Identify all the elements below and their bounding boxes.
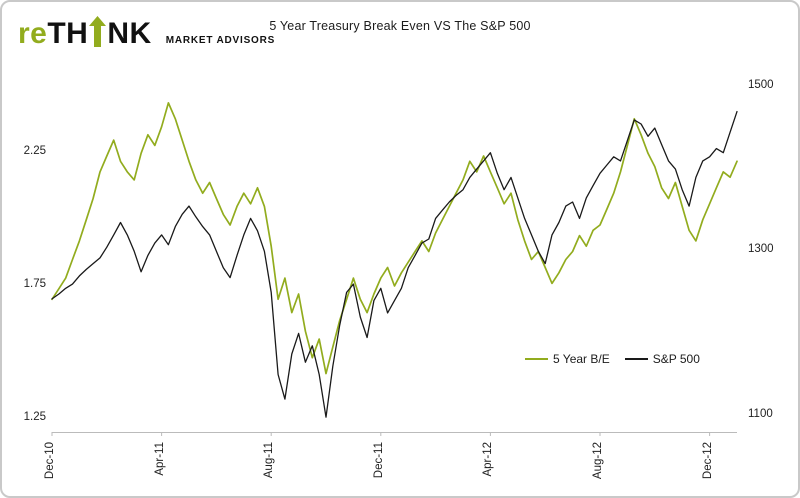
left-axis-tick-label: 2.25	[23, 145, 46, 158]
legend-swatch-black	[624, 358, 648, 360]
logo-text-th: TH	[47, 17, 89, 51]
x-axis-tick-label: Apr-12	[482, 442, 495, 477]
chart-legend: 5 Year B/E S&P 500	[525, 352, 700, 366]
legend-swatch-green	[525, 358, 548, 360]
legend-label-5yr-be: 5 Year B/E	[553, 352, 610, 366]
x-axis-tick-label: Dec-12	[701, 442, 714, 480]
up-arrow-icon	[89, 16, 107, 47]
x-axis-tick-label: Apr-11	[153, 442, 166, 476]
brand-tagline: MARKET ADVISORS	[165, 35, 276, 46]
right-axis-tick-label: 1300	[748, 243, 774, 256]
right-axis-tick-label: 1100	[748, 407, 773, 420]
legend-label-sp500: S&P 500	[652, 352, 700, 366]
series-line-5yr-be	[51, 102, 738, 375]
logo-text-re: re	[18, 17, 48, 51]
x-axis-tick-label: Aug-11	[263, 442, 276, 479]
series-line-sp500	[51, 110, 738, 418]
left-axis-tick-label: 1.25	[23, 410, 46, 423]
brand-logo: re TH NK MARKET ADVISORS	[18, 16, 276, 51]
right-axis-tick-label: 1500	[748, 79, 774, 91]
x-axis-tick-label: Dec-11	[372, 442, 385, 479]
x-axis-tick-label: Dec-10	[44, 442, 56, 480]
legend-item-5yr-be: 5 Year B/E	[525, 352, 610, 366]
chart-title: 5 Year Treasury Break Even VS The S&P 50…	[269, 19, 531, 33]
brand-wordmark: re TH NK	[18, 16, 152, 51]
left-axis-tick-label: 1.75	[23, 278, 46, 291]
legend-item-sp500: S&P 500	[624, 352, 700, 366]
x-axis-tick-label: Aug-12	[592, 442, 604, 480]
logo-text-nk: NK	[107, 17, 152, 51]
